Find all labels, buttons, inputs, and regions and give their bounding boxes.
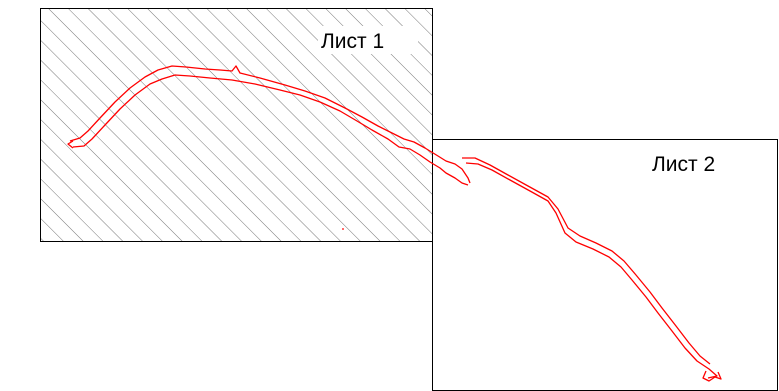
- sheet-2: Лист 2: [432, 139, 778, 391]
- route-line-upper-east: [462, 157, 711, 365]
- sheet-1-label-background: [318, 26, 418, 54]
- sheet-1: Лист 1: [40, 8, 433, 242]
- sheet-2-label: Лист 2: [652, 153, 715, 176]
- sheet-1-label: Лист 1: [321, 30, 384, 53]
- route-line-upper: [69, 65, 471, 184]
- route-terminal: [702, 370, 722, 382]
- sheet-2-frame: [432, 139, 778, 391]
- route-line-lower: [72, 74, 469, 186]
- stray-mark: [342, 228, 344, 230]
- sheet-1-frame: [40, 8, 433, 242]
- route-outline: [67, 65, 722, 382]
- route-terminal-west: [67, 140, 74, 149]
- route-line-lower-east: [465, 162, 718, 379]
